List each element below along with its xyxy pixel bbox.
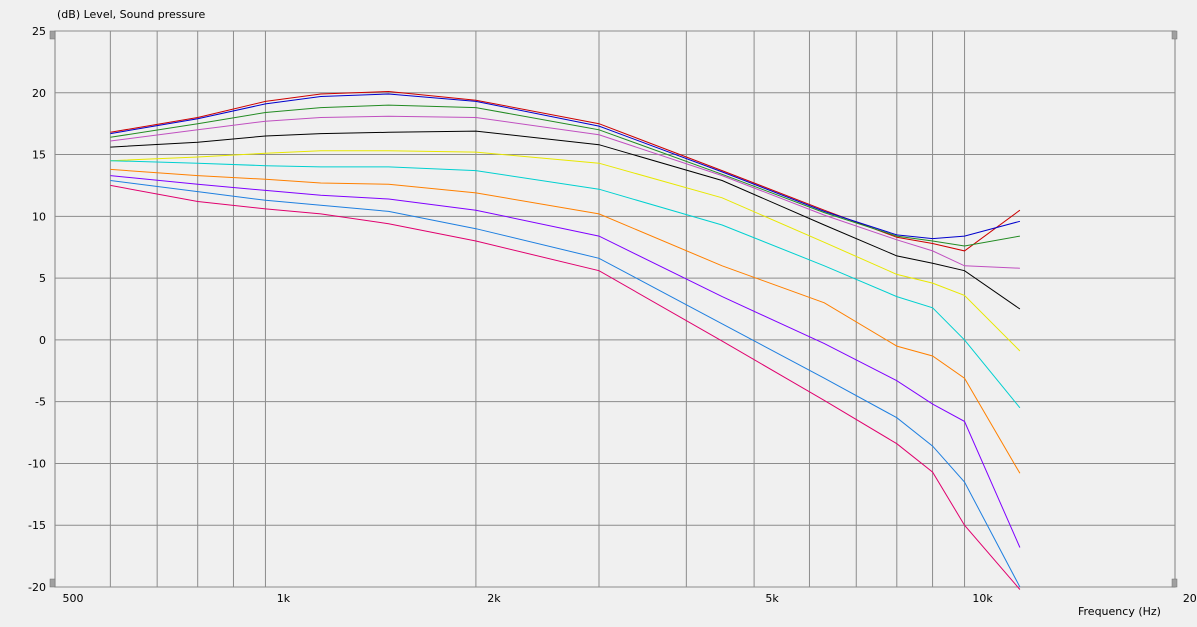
y-tick-label: -5 — [35, 396, 46, 409]
series-line — [110, 184, 1021, 590]
tick-labels: 25 20 15 10 5 0 -5 -10 -15 -20 500 1k 2k 5k 10k 20k — [28, 25, 1197, 605]
x-tick-label: 5k — [765, 592, 779, 605]
y-tick-label: 5 — [39, 272, 46, 285]
y-axis-label: (dB) Level, Sound pressure — [57, 8, 206, 21]
series-line — [110, 160, 1021, 409]
x-tick-label: 20k — [1183, 592, 1197, 605]
scroll-handle-top-left[interactable] — [49, 30, 56, 40]
y-tick-label: 10 — [32, 210, 46, 223]
series-lines — [110, 90, 1021, 590]
x-axis-label: Frequency (Hz) — [1078, 605, 1161, 618]
y-tick-label: -15 — [28, 519, 46, 532]
y-tick-label: 15 — [32, 149, 46, 162]
y-tick-label: -20 — [28, 581, 46, 594]
x-tick-label: 2k — [487, 592, 501, 605]
y-tick-label: 0 — [39, 334, 46, 347]
scroll-handle-top-right[interactable] — [1171, 30, 1178, 40]
x-tick-label: 500 — [63, 592, 84, 605]
x-tick-label: 10k — [972, 592, 993, 605]
y-tick-label: 20 — [32, 87, 46, 100]
series-line — [110, 175, 1021, 548]
x-tick-label: 1k — [277, 592, 291, 605]
plot-area — [54, 30, 1176, 588]
series-line — [110, 90, 1021, 252]
series-line — [110, 115, 1020, 269]
series-line — [110, 168, 1021, 474]
series-line — [110, 93, 1021, 240]
series-line — [110, 150, 1021, 352]
series-line — [110, 180, 1021, 588]
y-tick-label: 25 — [32, 25, 46, 38]
y-tick-label: -10 — [28, 457, 46, 470]
scroll-handle-bottom-right[interactable] — [1171, 578, 1178, 588]
series-line — [110, 104, 1020, 247]
series-line — [110, 130, 1021, 310]
grid-lines — [55, 30, 1175, 588]
scroll-handle-bottom-left[interactable] — [49, 578, 56, 588]
